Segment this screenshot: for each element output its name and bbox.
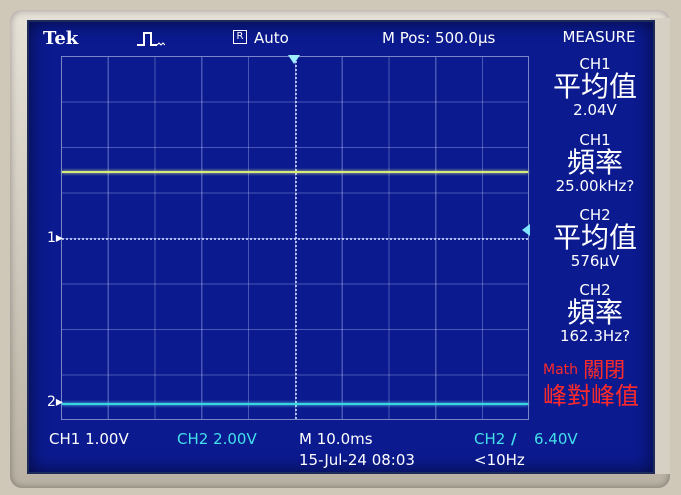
measure-type: 平均值 <box>552 70 637 103</box>
ch2-scale-readout: CH2 2.00V <box>177 430 257 448</box>
ch2-ground-marker: 2▸ <box>47 394 63 410</box>
measure-menu-panel: CH1 平均值 2.04V CH1 頻率 25.00kHz? CH2 平均值 5… <box>539 52 651 432</box>
trigger-source: CH2 <box>474 430 506 448</box>
timebase-readout: M 10.0ms <box>299 430 373 448</box>
measure-channel: CH1 <box>579 131 611 149</box>
acquire-mode-icon: R <box>233 30 247 44</box>
measure-type: 頻率 <box>566 146 623 179</box>
measure-item-4[interactable]: CH2 頻率 162.3Hz? <box>539 282 651 344</box>
measure-value: 162.3Hz? <box>559 327 631 345</box>
measure-value: 2.04V <box>573 101 617 119</box>
ch1-waveform-trace <box>62 171 528 173</box>
measure-value: 576μV <box>570 252 620 270</box>
measure-type: 平均值 <box>552 221 637 254</box>
menu-title-measure: MEASURE <box>562 28 636 46</box>
status-bar-top: Tek R Auto M Pos: 500.0μs MEASURE <box>29 22 653 54</box>
measure-channel: CH1 <box>579 55 611 73</box>
status-bar-bottom: CH1 1.00V CH2 2.00V M 10.0ms 15-Jul-24 0… <box>29 422 653 472</box>
datetime-readout: 15-Jul-24 08:03 <box>299 451 415 469</box>
measure-value: 25.00kHz? <box>555 177 635 195</box>
measure-type: 頻率 <box>566 296 623 329</box>
math-state: 關閉 <box>583 358 626 382</box>
ch1-scale-readout: CH1 1.00V <box>49 430 129 448</box>
trigger-position-marker <box>288 55 300 64</box>
graticule-center-horizontal <box>62 238 528 240</box>
measure-item-math[interactable]: Math 關閉 峰對峰值 <box>543 358 649 436</box>
graticule <box>61 56 529 420</box>
ch2-waveform-trace <box>62 403 528 405</box>
trigger-level-readout: 6.40V <box>534 430 578 448</box>
measure-item-1[interactable]: CH1 平均值 2.04V <box>539 56 651 118</box>
ch1-ground-marker: 1▸ <box>47 230 63 246</box>
measure-item-2[interactable]: CH1 頻率 25.00kHz? <box>539 132 651 194</box>
trigger-slope-icon: ∕ <box>511 430 517 448</box>
bezel-right-strip <box>650 18 670 474</box>
oscilloscope-screen: Tek R Auto M Pos: 500.0μs MEASURE 1▸ 2▸ … <box>27 20 655 474</box>
math-label: Math <box>543 362 579 378</box>
trigger-frequency-readout: <10Hz <box>474 451 525 469</box>
measure-channel: CH2 <box>579 206 611 224</box>
main-position-readout: M Pos: 500.0μs <box>382 29 496 47</box>
math-function: 峰對峰值 <box>543 382 639 410</box>
measure-item-3[interactable]: CH2 平均值 576μV <box>539 207 651 269</box>
trigger-mode-label: Auto <box>254 29 289 47</box>
trigger-level-marker <box>522 224 530 236</box>
measure-channel: CH2 <box>579 281 611 299</box>
brand-logo: Tek <box>43 28 79 49</box>
trigger-waveform-icon <box>137 32 165 46</box>
